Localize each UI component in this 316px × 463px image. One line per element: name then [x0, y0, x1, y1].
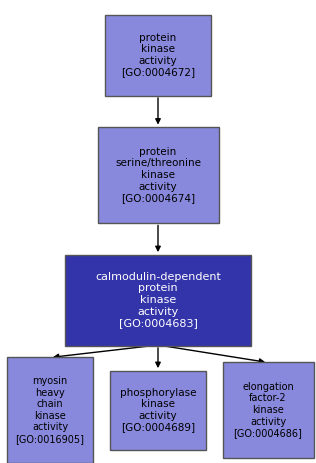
Text: elongation
factor-2
kinase
activity
[GO:0004686]: elongation factor-2 kinase activity [GO:… — [234, 382, 302, 438]
FancyBboxPatch shape — [7, 357, 93, 463]
FancyBboxPatch shape — [222, 362, 313, 458]
FancyBboxPatch shape — [65, 255, 251, 345]
FancyBboxPatch shape — [110, 370, 206, 450]
Text: calmodulin-dependent
protein
kinase
activity
[GO:0004683]: calmodulin-dependent protein kinase acti… — [95, 272, 221, 328]
FancyBboxPatch shape — [105, 14, 211, 95]
Text: myosin
heavy
chain
kinase
activity
[GO:0016905]: myosin heavy chain kinase activity [GO:0… — [15, 376, 84, 444]
Text: protein
serine/threonine
kinase
activity
[GO:0004674]: protein serine/threonine kinase activity… — [115, 147, 201, 203]
FancyBboxPatch shape — [98, 127, 218, 223]
Text: protein
kinase
activity
[GO:0004672]: protein kinase activity [GO:0004672] — [121, 32, 195, 77]
Text: phosphorylase
kinase
activity
[GO:0004689]: phosphorylase kinase activity [GO:000468… — [120, 388, 196, 432]
